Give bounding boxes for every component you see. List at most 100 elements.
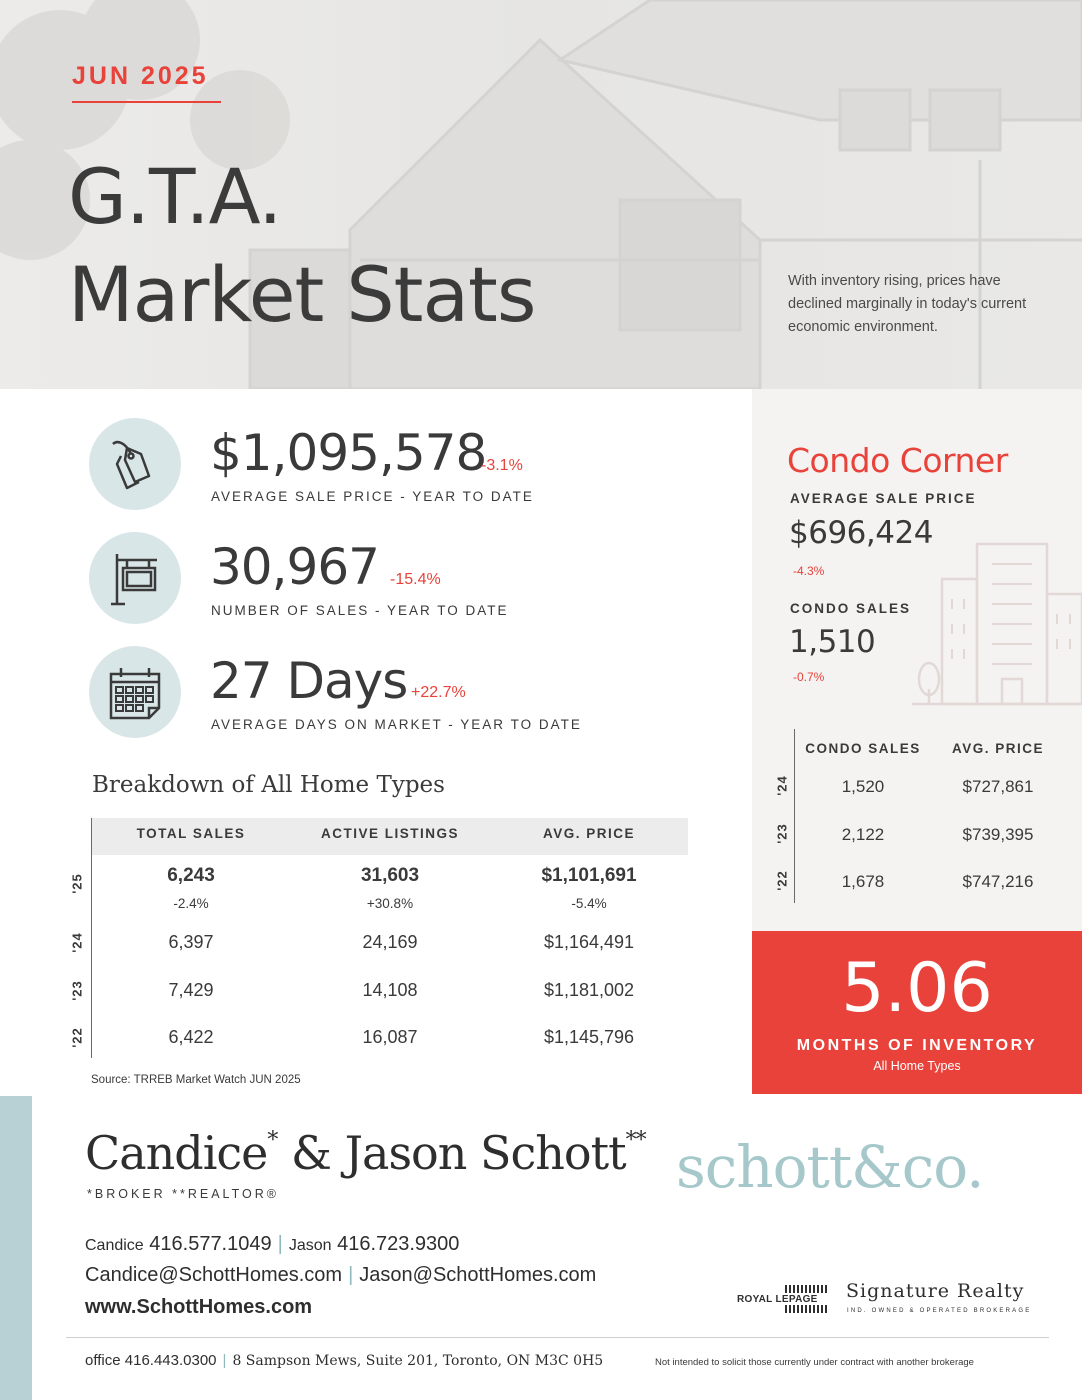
- candice-label: Candice: [85, 1237, 144, 1254]
- table-cell: 6,422: [168, 1027, 214, 1047]
- agent-name-candice: Candice: [85, 1126, 268, 1180]
- office-address: 8 Sampson Mews, Suite 201, Toronto, ON M…: [232, 1353, 604, 1369]
- months-of-inventory-box: 5.06 MONTHS OF INVENTORY All Home Types: [752, 931, 1082, 1094]
- hero-banner: JUN 2025 G.T.A. Market Stats With invent…: [0, 0, 1082, 389]
- year-label: '22: [69, 1027, 85, 1048]
- agent-names: Candice* & Jason Schott**: [85, 1126, 647, 1180]
- col-condo-sales: CONDO SALES: [805, 741, 921, 756]
- signature-realty-logo: Signature Realty: [846, 1280, 1025, 1302]
- royal-lepage-logo-icon: [737, 1283, 833, 1315]
- year-label: '24: [774, 775, 790, 796]
- table-cell: 24,169: [362, 932, 418, 952]
- table-cell: 16,087: [362, 1027, 418, 1047]
- schott-co-logo: schott&co.: [676, 1133, 985, 1201]
- col-active-listings: ACTIVE LISTINGS: [320, 826, 459, 841]
- table-cell-change: -2.4%: [173, 896, 209, 911]
- year-label: '24: [69, 932, 85, 953]
- table-cell: $1,164,491: [543, 932, 635, 952]
- email-line: Candice@SchottHomes.com | Jason@SchottHome…: [85, 1264, 596, 1287]
- col-total-sales: TOTAL SALES: [136, 826, 246, 841]
- table-cell: 31,603: [360, 865, 420, 886]
- report-month: JUN 2025: [72, 62, 209, 90]
- table-cell: 6,243: [167, 865, 215, 886]
- inventory-value: 5.06: [841, 949, 993, 1028]
- days-on-market-change: +22.7%: [411, 684, 466, 701]
- condo-sales-label: CONDO SALES: [790, 601, 912, 616]
- royal-lepage-wordmark: ROYAL LEPAGE: [737, 1294, 818, 1305]
- table-cell: $739,395: [962, 825, 1034, 844]
- disclaimer: Not intended to solicit those currently …: [655, 1357, 974, 1368]
- footer-accent-bar: [0, 1096, 32, 1400]
- avg-sale-price-value: $1,095,578: [210, 424, 487, 482]
- footer-divider: [66, 1337, 1049, 1338]
- realtor-mark: **: [625, 1128, 647, 1153]
- year-label: '23: [69, 980, 85, 1001]
- table-cell: 6,397: [168, 932, 214, 952]
- table-cell-change: -5.4%: [571, 896, 607, 911]
- year-label: '25: [69, 873, 85, 894]
- col-avg-price: AVG. PRICE: [542, 826, 635, 841]
- year-label: '22: [774, 870, 790, 891]
- table-cell: $1,145,796: [543, 1027, 635, 1047]
- market-tagline: With inventory rising, prices have decli…: [788, 273, 1027, 335]
- price-tag-icon: [89, 418, 181, 510]
- avg-sale-price-change: -3.1%: [481, 457, 523, 474]
- table-cell: $1,181,002: [543, 980, 635, 1000]
- jason-email-link[interactable]: Jason@SchottHomes.com: [359, 1264, 597, 1286]
- candice-email-link[interactable]: Candice@SchottHomes.com: [85, 1264, 343, 1286]
- condo-avg-price-value: $696,424: [789, 515, 933, 551]
- condo-corner-panel: [752, 389, 1082, 932]
- table-cell: $747,216: [962, 872, 1034, 891]
- separator: |: [277, 1233, 283, 1255]
- table-cell-change: +30.8%: [366, 896, 414, 911]
- jason-phone-link[interactable]: 416.723.9300: [337, 1233, 460, 1255]
- office-line: office 416.443.0300 | 8 Sampson Mews, Suit…: [85, 1352, 603, 1369]
- page-title-line2: Market Stats: [68, 250, 536, 339]
- condo-building-icon: [912, 542, 1082, 706]
- separator: |: [222, 1352, 227, 1369]
- website-link[interactable]: www.SchottHomes.com: [85, 1296, 313, 1318]
- days-on-market-value: 27 Days: [210, 652, 408, 710]
- breakdown-header-row: [92, 818, 688, 855]
- agent-name-jason: & Jason Schott: [277, 1126, 627, 1180]
- condo-sales-change: -0.7%: [793, 670, 825, 684]
- signature-realty-sub: IND. OWNED & OPERATED BROKERAGE: [847, 1308, 1032, 1314]
- candice-phone-link[interactable]: 416.577.1049: [149, 1233, 272, 1255]
- page-title-line1: G.T.A.: [68, 152, 282, 241]
- table-cell: 7,429: [168, 980, 214, 1000]
- number-of-sales-label: NUMBER OF SALES - YEAR TO DATE: [211, 603, 509, 618]
- phone-line: Candice 416.577.1049 | Jason 416.723.9300: [85, 1233, 459, 1256]
- table-cell: 2,122: [841, 825, 885, 844]
- number-of-sales-change: -15.4%: [390, 571, 441, 588]
- year-label: '23: [774, 823, 790, 844]
- avg-sale-price-label: AVERAGE SALE PRICE - YEAR TO DATE: [211, 489, 534, 504]
- office-label: office: [85, 1352, 121, 1369]
- house-background-image: [0, 0, 1082, 389]
- separator: |: [348, 1264, 354, 1286]
- calendar-icon: [89, 646, 181, 738]
- office-phone-link[interactable]: 416.443.0300: [124, 1352, 217, 1369]
- data-source: Source: TRREB Market Watch JUN 2025: [91, 1074, 301, 1086]
- col-condo-avg-price: AVG. PRICE: [951, 741, 1044, 756]
- inventory-sublabel: All Home Types: [873, 1059, 961, 1073]
- month-underline: [72, 101, 221, 103]
- sale-sign-icon: [89, 532, 181, 624]
- table-cell: 1,520: [841, 777, 885, 796]
- agent-credentials: *BROKER **REALTOR®: [87, 1187, 279, 1201]
- inventory-label: MONTHS OF INVENTORY: [796, 1037, 1038, 1054]
- condo-corner-title: Condo Corner: [787, 441, 1008, 480]
- table-cell: $1,101,691: [541, 865, 637, 886]
- number-of-sales-value: 30,967: [210, 538, 380, 596]
- jason-label: Jason: [288, 1237, 332, 1254]
- table-cell: 14,108: [362, 980, 418, 1000]
- condo-avg-price-label: AVERAGE SALE PRICE: [790, 491, 977, 506]
- condo-table-divider: [794, 729, 795, 903]
- breakdown-divider: [91, 818, 92, 1058]
- condo-sales-value: 1,510: [789, 624, 876, 660]
- days-on-market-label: AVERAGE DAYS ON MARKET - YEAR TO DATE: [211, 717, 582, 732]
- table-cell: 1,678: [841, 872, 885, 891]
- breakdown-title: Breakdown of All Home Types: [92, 772, 445, 798]
- condo-avg-price-change: -4.3%: [793, 564, 825, 578]
- table-cell: $727,861: [962, 777, 1034, 796]
- broker-mark: *: [267, 1128, 278, 1153]
